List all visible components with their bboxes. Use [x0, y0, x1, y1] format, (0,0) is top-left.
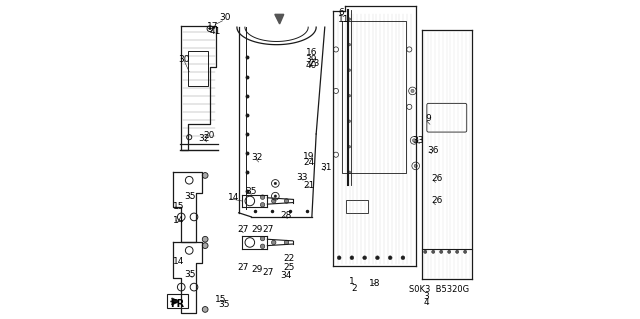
Text: 32: 32	[199, 134, 210, 143]
Text: 33: 33	[413, 136, 424, 145]
Circle shape	[463, 250, 467, 253]
Text: 20: 20	[204, 131, 215, 140]
Text: 39: 39	[306, 55, 317, 63]
Text: 14: 14	[173, 257, 184, 266]
Text: 21: 21	[303, 181, 315, 189]
Circle shape	[202, 307, 208, 312]
Circle shape	[271, 199, 276, 203]
Text: 14: 14	[173, 216, 184, 225]
Circle shape	[348, 145, 351, 148]
Text: 15: 15	[215, 295, 226, 304]
Circle shape	[401, 256, 405, 260]
Circle shape	[456, 250, 459, 253]
Text: 35: 35	[245, 187, 257, 196]
Circle shape	[260, 203, 265, 207]
Text: 25: 25	[284, 263, 294, 272]
Circle shape	[202, 236, 208, 242]
Circle shape	[348, 94, 351, 97]
Text: FR: FR	[170, 299, 184, 309]
Text: 24: 24	[303, 158, 315, 167]
Text: 3: 3	[423, 292, 429, 300]
Circle shape	[260, 236, 265, 241]
Text: 26: 26	[431, 174, 443, 183]
Text: S0K3  B5320G: S0K3 B5320G	[410, 285, 470, 294]
Text: 1: 1	[349, 277, 355, 286]
Text: 34: 34	[280, 271, 291, 280]
Text: 35: 35	[184, 270, 196, 279]
Circle shape	[363, 256, 367, 260]
Text: 29: 29	[252, 265, 263, 274]
Circle shape	[348, 69, 351, 71]
Text: 33: 33	[296, 173, 308, 182]
Text: 28: 28	[280, 211, 291, 220]
Circle shape	[271, 240, 276, 245]
Circle shape	[202, 173, 208, 178]
Text: 31: 31	[320, 163, 332, 172]
Text: 36: 36	[427, 146, 438, 155]
Circle shape	[274, 195, 276, 197]
Text: 32: 32	[252, 153, 263, 162]
Text: 18: 18	[369, 279, 381, 288]
Circle shape	[440, 250, 443, 253]
Circle shape	[376, 256, 380, 260]
Text: 41: 41	[210, 27, 221, 36]
Circle shape	[447, 250, 451, 253]
Text: 9: 9	[425, 114, 431, 122]
Circle shape	[260, 244, 265, 249]
Text: 27: 27	[262, 225, 274, 234]
Circle shape	[348, 18, 351, 20]
Polygon shape	[275, 14, 284, 24]
Text: 22: 22	[284, 254, 294, 263]
Circle shape	[413, 139, 416, 142]
Bar	[188, 51, 209, 86]
Text: 2: 2	[351, 284, 357, 293]
Circle shape	[284, 240, 289, 245]
Circle shape	[260, 195, 265, 199]
Text: 15: 15	[173, 202, 184, 211]
Circle shape	[274, 182, 276, 185]
Text: 17: 17	[207, 22, 218, 31]
Circle shape	[388, 256, 392, 260]
Circle shape	[431, 250, 435, 253]
Circle shape	[284, 199, 289, 203]
Circle shape	[337, 256, 341, 260]
Text: 26: 26	[431, 197, 443, 205]
Bar	[346, 200, 368, 213]
Circle shape	[348, 43, 351, 46]
Text: 4: 4	[423, 298, 429, 307]
Circle shape	[202, 243, 208, 249]
Circle shape	[209, 28, 211, 30]
Circle shape	[350, 256, 354, 260]
Text: 16: 16	[306, 48, 317, 57]
Text: 40: 40	[306, 61, 317, 70]
Bar	[167, 294, 188, 308]
Circle shape	[348, 120, 351, 122]
Circle shape	[411, 89, 414, 93]
Text: 30: 30	[220, 13, 231, 22]
Text: 30: 30	[178, 55, 189, 63]
Text: 23: 23	[309, 59, 320, 68]
Text: 27: 27	[237, 263, 248, 272]
Text: 35: 35	[218, 300, 229, 309]
Text: 35: 35	[184, 192, 196, 201]
Circle shape	[414, 164, 417, 167]
Text: 19: 19	[303, 152, 315, 161]
Text: 27: 27	[262, 268, 274, 277]
Circle shape	[424, 250, 427, 253]
Text: 29: 29	[252, 225, 263, 234]
Text: 14: 14	[227, 193, 239, 202]
Circle shape	[348, 171, 351, 174]
Text: 6: 6	[339, 8, 344, 17]
Text: 11: 11	[337, 15, 349, 24]
Text: 27: 27	[237, 225, 248, 234]
